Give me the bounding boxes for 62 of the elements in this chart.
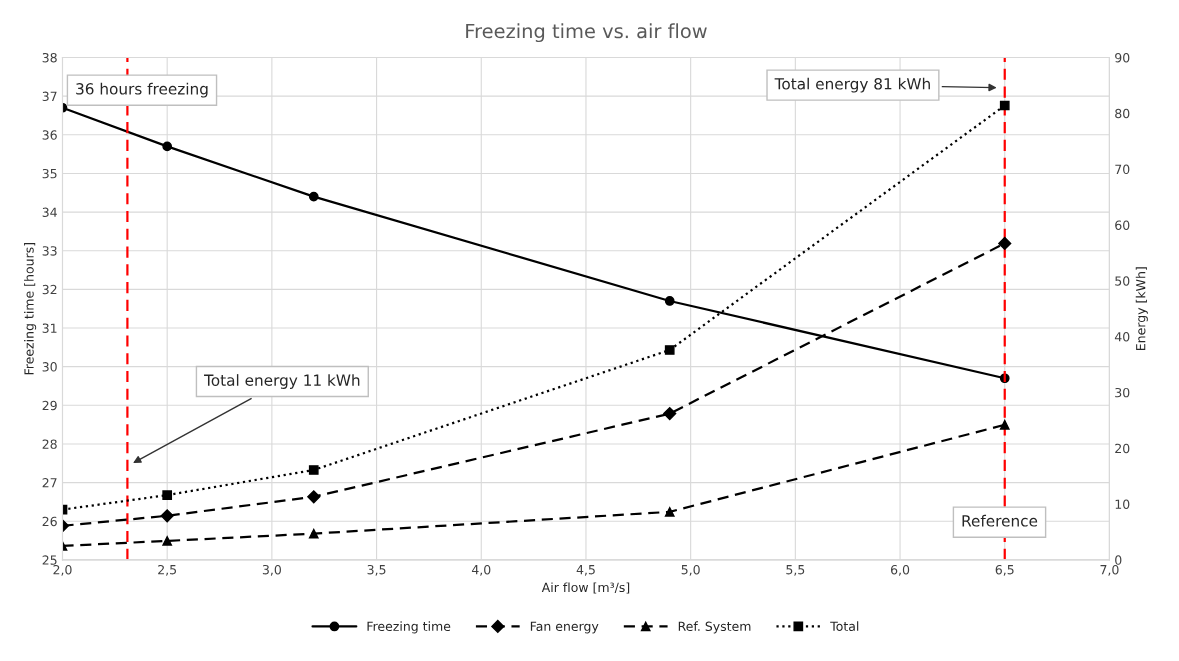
x-tick-label: 3,5 — [367, 564, 386, 576]
y-tick-label: 28 — [42, 439, 57, 449]
point — [307, 490, 321, 504]
y2-tick-label: 10 — [1115, 499, 1130, 509]
y2-tick-label: 20 — [1115, 443, 1130, 454]
y-tick-label: 33 — [42, 246, 57, 256]
y-tick-label: 25 — [42, 555, 57, 565]
legend-label: Total — [830, 621, 859, 632]
point — [999, 100, 1010, 111]
y-tick-label: 37 — [42, 91, 57, 102]
x-tick-label: 5,0 — [681, 564, 700, 576]
y2-tick-label: 50 — [1115, 276, 1130, 286]
point — [998, 236, 1012, 250]
y-axis-title: Freezing time [hours] — [24, 243, 37, 375]
y2-tick-label: 80 — [1115, 108, 1130, 119]
y-tick-label: 31 — [42, 323, 57, 333]
y-tick-label: 30 — [42, 362, 57, 372]
point — [162, 490, 173, 500]
point — [162, 536, 173, 546]
legend-label: Freezing time — [367, 621, 451, 634]
x-tick-label: 6,0 — [890, 564, 910, 576]
point — [308, 528, 319, 539]
annotation: Total energy 81 kWh — [774, 77, 930, 93]
point — [664, 507, 675, 517]
x-axis-title: Air flow [m³/s] — [541, 582, 630, 594]
x-tick-label: 7,0 — [1100, 564, 1119, 576]
point — [664, 296, 675, 306]
y2-tick-label: 90 — [1115, 52, 1130, 63]
x-tick-label: 4,5 — [576, 565, 595, 576]
x-tick-label: 2,0 — [53, 564, 72, 576]
y-tick-label: 27 — [42, 478, 57, 488]
ref-line-label: Reference — [962, 514, 1038, 527]
point — [160, 509, 174, 523]
x-tick-label: 5,5 — [786, 565, 805, 576]
x-tick-label: 6,5 — [995, 564, 1014, 576]
point — [308, 465, 319, 475]
y-tick-label: 34 — [42, 207, 57, 218]
y-tick-label: 36 — [42, 130, 57, 140]
y-tick-label: 32 — [42, 284, 57, 295]
x-tick-label: 3,0 — [262, 564, 281, 576]
annotation: Total energy 11 kWh — [204, 374, 360, 389]
y-tick-label: 38 — [42, 52, 57, 63]
point — [308, 191, 319, 202]
x-tick-label: 4,0 — [471, 564, 491, 576]
point — [162, 141, 173, 152]
y2-axis-title: Energy [kWh] — [1135, 267, 1148, 350]
legend-label: Fan energy — [530, 621, 599, 634]
legend-label: Ref. System — [678, 621, 751, 634]
point — [664, 345, 675, 355]
y2-tick-label: 60 — [1115, 220, 1130, 230]
ref-line-label: 36 hours freezing — [76, 82, 208, 98]
point — [663, 407, 677, 421]
y2-tick-label: 30 — [1115, 387, 1130, 398]
point — [999, 419, 1010, 430]
y2-tick-label: 40 — [1114, 332, 1130, 342]
chart-title: Freezing time vs. air flow — [466, 23, 707, 43]
y2-tick-label: 0 — [1115, 555, 1122, 565]
y2-tick-label: 70 — [1115, 164, 1130, 175]
x-tick-label: 2,5 — [158, 564, 177, 576]
y-tick-label: 26 — [42, 516, 57, 527]
y-tick-label: 29 — [42, 400, 57, 411]
y-tick-label: 35 — [42, 168, 57, 179]
